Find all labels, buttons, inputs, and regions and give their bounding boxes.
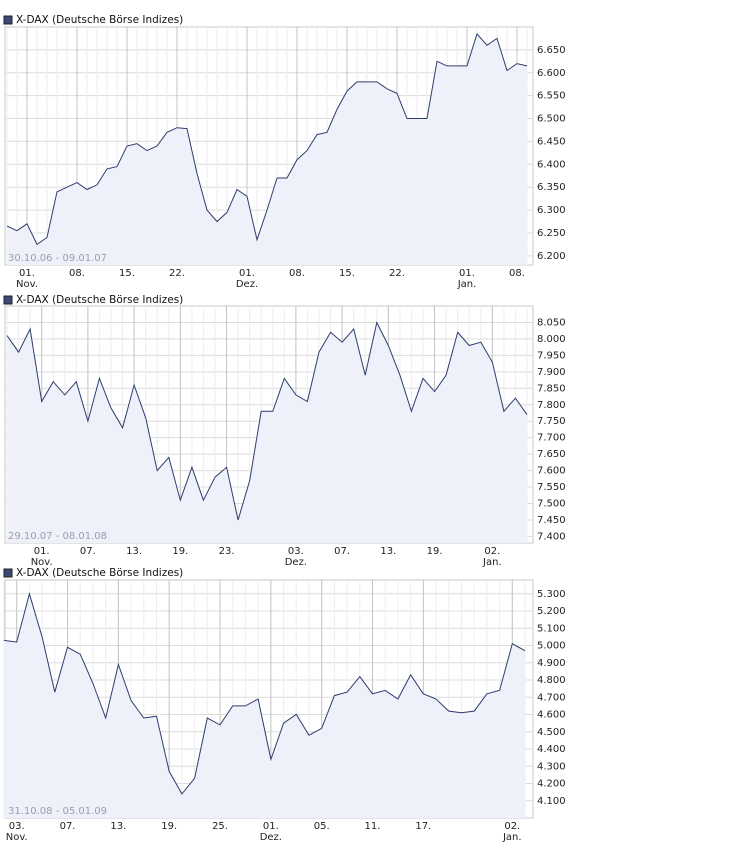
x-tick-label: 15.	[119, 268, 135, 279]
x-month-label: Dez.	[285, 557, 307, 568]
x-month-label: Jan.	[457, 279, 477, 290]
y-tick-label: 7.450	[537, 515, 566, 526]
y-tick-label: 5.100	[537, 623, 566, 634]
x-tick-label: 03.	[9, 821, 25, 832]
y-tick-label: 6.600	[537, 68, 566, 79]
x-tick-label: 23.	[219, 546, 235, 557]
y-tick-label: 4.800	[537, 675, 566, 686]
x-tick-label: 01.	[459, 268, 475, 279]
y-tick-label: 6.350	[537, 182, 566, 193]
y-tick-label: 7.400	[537, 531, 566, 542]
x-tick-label: 03.	[288, 546, 304, 557]
x-tick-label: 17.	[415, 821, 431, 832]
x-tick-label: 19.	[161, 821, 177, 832]
x-tick-label: 02.	[484, 546, 500, 557]
legend-swatch	[3, 568, 13, 578]
y-tick-label: 6.650	[537, 45, 566, 56]
y-tick-label: 8.000	[537, 334, 566, 345]
y-tick-label: 4.200	[537, 779, 566, 790]
date-range: 31.10.08 - 05.01.09	[8, 806, 107, 817]
x-month-label: Nov.	[16, 279, 38, 290]
x-tick-label: 07.	[60, 821, 76, 832]
x-tick-label: 01.	[34, 546, 50, 557]
x-month-label: Jan.	[502, 832, 522, 843]
x-tick-label: 02.	[504, 821, 520, 832]
x-month-label: Jan.	[482, 557, 502, 568]
x-tick-label: 01.	[263, 821, 279, 832]
date-range: 30.10.06 - 09.01.07	[8, 253, 107, 264]
x-month-label: Nov.	[6, 832, 28, 843]
y-tick-label: 5.000	[537, 641, 566, 652]
y-tick-label: 7.800	[537, 400, 566, 411]
y-tick-label: 6.200	[537, 251, 566, 262]
x-tick-label: 13.	[380, 546, 396, 557]
chart-title: X-DAX (Deutsche Börse Indizes)	[16, 294, 183, 306]
line	[6, 321, 528, 521]
x-tick-label: 22.	[169, 268, 185, 279]
y-tick-label: 6.500	[537, 114, 566, 125]
x-tick-label: 05.	[314, 821, 330, 832]
area	[7, 322, 527, 543]
legend-swatch	[3, 15, 13, 25]
y-tick-label: 4.600	[537, 710, 566, 721]
x-tick-label: 01.	[239, 268, 255, 279]
x-tick-label: 07.	[80, 546, 96, 557]
y-tick-label: 6.300	[537, 205, 566, 216]
x-tick-label: 01.	[19, 268, 35, 279]
x-tick-label: 08.	[69, 268, 85, 279]
x-tick-label: 13.	[110, 821, 126, 832]
date-range: 29.10.07 - 08.01.08	[8, 531, 107, 542]
x-tick-label: 07.	[334, 546, 350, 557]
y-tick-label: 4.300	[537, 761, 566, 772]
y-tick-label: 4.400	[537, 744, 566, 755]
x-tick-label: 19.	[427, 546, 443, 557]
x-tick-label: 13.	[126, 546, 142, 557]
chart-title: X-DAX (Deutsche Börse Indizes)	[16, 567, 183, 579]
area	[4, 593, 525, 818]
x-month-label: Nov.	[31, 557, 53, 568]
y-tick-label: 4.500	[537, 727, 566, 738]
legend-swatch	[3, 295, 13, 305]
x-month-label: Dez.	[236, 279, 258, 290]
y-tick-label: 7.650	[537, 449, 566, 460]
y-tick-label: 5.300	[537, 589, 566, 600]
y-tick-label: 5.200	[537, 606, 566, 617]
y-tick-label: 6.400	[537, 159, 566, 170]
y-tick-label: 4.100	[537, 796, 566, 807]
line	[6, 32, 528, 246]
y-tick-label: 7.850	[537, 383, 566, 394]
x-tick-label: 11.	[365, 821, 381, 832]
y-tick-label: 7.550	[537, 482, 566, 493]
y-tick-label: 7.750	[537, 416, 566, 427]
chart-title: X-DAX (Deutsche Börse Indizes)	[16, 14, 183, 26]
y-tick-label: 7.700	[537, 433, 566, 444]
area	[7, 33, 527, 266]
x-tick-label: 19.	[172, 546, 188, 557]
line	[3, 591, 526, 795]
y-tick-label: 6.250	[537, 228, 566, 239]
y-tick-label: 6.550	[537, 91, 566, 102]
y-tick-label: 4.700	[537, 692, 566, 703]
y-tick-label: 7.600	[537, 466, 566, 477]
y-tick-label: 7.500	[537, 499, 566, 510]
x-tick-label: 15.	[339, 268, 355, 279]
y-tick-label: 8.050	[537, 317, 566, 328]
y-tick-label: 4.900	[537, 658, 566, 669]
y-tick-label: 7.950	[537, 350, 566, 361]
x-month-label: Dez.	[260, 832, 282, 843]
x-tick-label: 08.	[289, 268, 305, 279]
x-tick-label: 25.	[212, 821, 228, 832]
y-tick-label: 7.900	[537, 367, 566, 378]
y-tick-label: 6.450	[537, 136, 566, 147]
x-tick-label: 08.	[509, 268, 525, 279]
x-tick-label: 22.	[389, 268, 405, 279]
